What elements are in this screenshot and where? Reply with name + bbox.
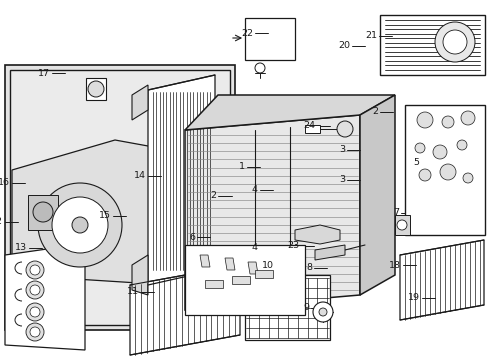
Text: 12: 12 [0,217,3,226]
Circle shape [462,173,472,183]
Polygon shape [399,240,483,320]
Circle shape [33,202,53,222]
Circle shape [30,327,40,337]
Text: 19: 19 [407,293,419,302]
Circle shape [254,63,264,73]
Circle shape [88,81,104,97]
Text: 13: 13 [15,243,27,252]
Circle shape [318,308,326,316]
Polygon shape [184,115,359,310]
Text: 11: 11 [127,288,139,297]
Circle shape [336,121,352,137]
Circle shape [72,217,88,233]
Polygon shape [130,265,240,355]
Polygon shape [200,255,209,267]
Polygon shape [379,15,484,75]
Bar [404,105,484,235]
Text: 10: 10 [262,261,273,270]
Text: 23: 23 [286,242,298,251]
Circle shape [396,220,406,230]
Polygon shape [254,270,272,278]
Bar [184,245,305,315]
Circle shape [30,265,40,275]
Circle shape [460,111,474,125]
Text: 22: 22 [241,28,252,37]
Circle shape [418,169,430,181]
Polygon shape [231,276,249,284]
Polygon shape [12,140,170,285]
Circle shape [441,116,453,128]
Polygon shape [314,245,345,260]
Text: 16: 16 [0,179,10,188]
Circle shape [439,164,455,180]
Circle shape [442,30,466,54]
Polygon shape [294,225,339,244]
Text: 5: 5 [412,158,418,167]
Circle shape [30,285,40,295]
Text: 6: 6 [189,233,195,242]
Circle shape [414,143,424,153]
Text: 4: 4 [251,185,258,194]
Polygon shape [5,245,85,350]
Polygon shape [10,70,229,325]
Text: 2: 2 [371,108,377,117]
Bar [28,195,58,230]
Text: 8: 8 [305,264,311,273]
Text: 20: 20 [337,41,349,50]
Text: 18: 18 [388,261,400,270]
Polygon shape [224,258,235,270]
Circle shape [26,323,44,341]
Bar [86,78,106,100]
Text: 3: 3 [338,175,345,184]
Text: 3: 3 [338,145,345,154]
Circle shape [432,145,446,159]
Circle shape [26,303,44,321]
Text: 17: 17 [38,68,50,77]
Text: 4: 4 [251,243,258,252]
Polygon shape [132,255,148,295]
Polygon shape [5,65,235,330]
Circle shape [26,261,44,279]
Text: 7: 7 [392,208,398,217]
Bar [244,275,329,340]
Polygon shape [359,95,394,295]
Circle shape [26,281,44,299]
Text: 24: 24 [303,121,314,130]
Circle shape [434,22,474,62]
Polygon shape [184,95,394,130]
Text: 2: 2 [209,192,216,201]
Polygon shape [148,75,215,285]
Circle shape [456,140,466,150]
Text: 21: 21 [364,31,376,40]
Text: 14: 14 [134,171,146,180]
Circle shape [30,307,40,317]
Polygon shape [247,262,258,274]
Bar [394,215,409,235]
Bar [305,125,319,133]
Text: 15: 15 [99,211,111,220]
Circle shape [416,112,432,128]
Text: 9: 9 [303,303,308,312]
Circle shape [312,302,332,322]
Polygon shape [204,280,223,288]
Circle shape [38,183,122,267]
Polygon shape [132,85,148,120]
Circle shape [52,197,108,253]
Text: 1: 1 [239,162,244,171]
Polygon shape [244,18,294,60]
